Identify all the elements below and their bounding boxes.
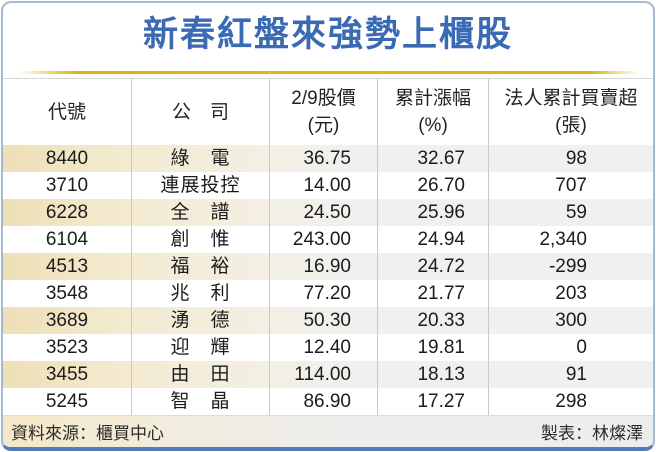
credit-note: 製表：林燦澤 [541, 424, 643, 443]
cell-company: 兆 利 [131, 280, 269, 307]
cell-price: 50.30 [269, 307, 377, 334]
cell-code: 3523 [45, 337, 89, 358]
title-area: 新春紅盤來強勢上櫃股 [3, 3, 653, 78]
cell-net: 2,340 [488, 226, 653, 253]
cell-company: 由 田 [131, 361, 269, 388]
cell-gain: 21.77 [377, 280, 488, 307]
cell-net: 98 [488, 145, 653, 172]
cell-code: 6104 [45, 229, 89, 250]
cell-gain: 26.70 [377, 172, 488, 199]
cell-company: 湧 德 [131, 307, 269, 334]
cell-price: 16.90 [269, 253, 377, 280]
column-header-unit: (元) [307, 115, 340, 136]
cell-company: 連展投控 [131, 172, 269, 199]
cell-code: 8440 [45, 148, 89, 169]
cell-price: 24.50 [269, 199, 377, 226]
table-row: 5245 智 晶 86.90 17.27 298 [3, 388, 653, 415]
column-header-unit: (張) [555, 115, 587, 136]
column-header-code: 代號 [3, 79, 131, 145]
table-header-row: 代號 公 司 2/9股價 (元) 累計漲幅 (%) 法人累計買賣超 (張) [3, 79, 653, 145]
cell-price: 36.75 [269, 145, 377, 172]
cell-net: 0 [488, 334, 653, 361]
cell-gain: 19.81 [377, 334, 488, 361]
table-row: 3689 湧 德 50.30 20.33 300 [3, 307, 653, 334]
cell-net: 707 [488, 172, 653, 199]
column-header-gain: 累計漲幅 (%) [377, 79, 488, 145]
column-header-net: 法人累計買賣超 (張) [488, 79, 653, 145]
cell-net: 203 [488, 280, 653, 307]
page-title: 新春紅盤來強勢上櫃股 [142, 15, 513, 54]
table-row: 4513 福 裕 16.90 24.72 -299 [3, 253, 653, 280]
table-row: 6104 創 惟 243.00 24.94 2,340 [3, 226, 653, 253]
gold-divider [17, 71, 639, 74]
cell-price: 114.00 [269, 361, 377, 388]
table-row: 3710 連展投控 14.00 26.70 707 [3, 172, 653, 199]
cell-code: 5245 [45, 391, 89, 412]
source-note: 資料來源：櫃買中心 [11, 424, 164, 443]
cell-gain: 17.27 [377, 388, 488, 415]
cell-price: 12.40 [269, 334, 377, 361]
cell-company: 創 惟 [131, 226, 269, 253]
cell-price: 86.90 [269, 388, 377, 415]
table-row: 3455 由 田 114.00 18.13 91 [3, 361, 653, 388]
cell-code: 3548 [45, 283, 89, 304]
column-header-price: 2/9股價 (元) [269, 79, 377, 145]
cell-company: 全 譜 [131, 199, 269, 226]
cell-code: 3710 [45, 175, 89, 196]
cell-price: 77.20 [269, 280, 377, 307]
column-header-company: 公 司 [131, 79, 269, 145]
stock-table: 代號 公 司 2/9股價 (元) 累計漲幅 (%) 法人累計買賣超 (張) 84… [3, 78, 653, 415]
table-footer: 資料來源：櫃買中心 製表：林燦澤 [3, 415, 653, 447]
column-header-label: 累計漲幅 [394, 88, 471, 109]
cell-gain: 18.13 [377, 361, 488, 388]
cell-gain: 24.72 [377, 253, 488, 280]
cell-company: 福 裕 [131, 253, 269, 280]
cell-company: 智 晶 [131, 388, 269, 415]
cell-price: 14.00 [269, 172, 377, 199]
table-row: 6228 全 譜 24.50 25.96 59 [3, 199, 653, 226]
column-header-label: 法人累計買賣超 [504, 88, 638, 109]
cell-net: 300 [488, 307, 653, 334]
cell-code: 3689 [45, 310, 89, 331]
cell-code: 4513 [45, 256, 89, 277]
cell-net: 298 [488, 388, 653, 415]
column-header-label: 公 司 [171, 101, 229, 123]
table-row: 3548 兆 利 77.20 21.77 203 [3, 280, 653, 307]
cell-gain: 25.96 [377, 199, 488, 226]
cell-gain: 32.67 [377, 145, 488, 172]
cell-net: -299 [488, 253, 653, 280]
cell-net: 59 [488, 199, 653, 226]
column-header-unit: (%) [418, 115, 448, 136]
column-header-label: 代號 [47, 101, 86, 123]
cell-company: 迎 輝 [131, 334, 269, 361]
table-row: 3523 迎 輝 12.40 19.81 0 [3, 334, 653, 361]
table-row: 8440 綠 電 36.75 32.67 98 [3, 145, 653, 172]
cell-gain: 24.94 [377, 226, 488, 253]
cell-gain: 20.33 [377, 307, 488, 334]
cell-code: 6228 [45, 202, 89, 223]
cell-price: 243.00 [269, 226, 377, 253]
cell-code: 3455 [45, 364, 89, 385]
cell-net: 91 [488, 361, 653, 388]
cell-company: 綠 電 [131, 145, 269, 172]
column-header-label: 2/9股價 [291, 88, 356, 109]
